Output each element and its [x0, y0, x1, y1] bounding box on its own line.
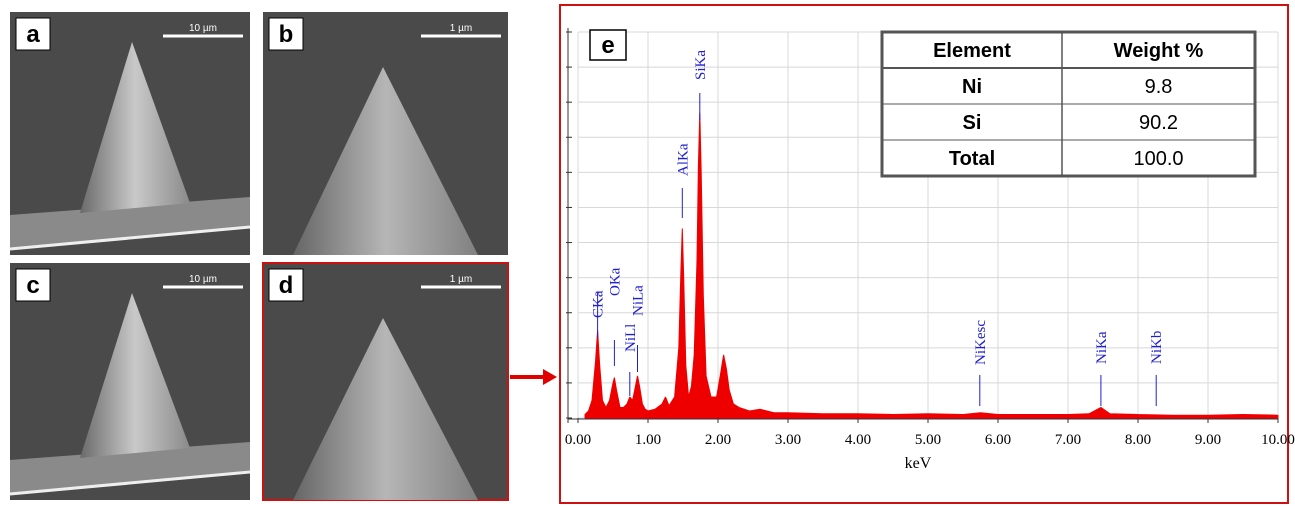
table-cell: 9.8 [1145, 76, 1173, 98]
table-cell: Total [949, 148, 995, 170]
sem-base [10, 197, 250, 249]
x-tick-label: 9.00 [1195, 432, 1221, 448]
sem-edge [9, 470, 251, 496]
panel-label-box [268, 17, 304, 51]
peak-label: NiLa [631, 285, 647, 316]
scale-bar-label: 1 µm [450, 23, 472, 34]
peak-label: NiKb [1149, 331, 1165, 364]
scale-bar-label: 10 µm [189, 23, 217, 34]
peak-label: SiKa [693, 50, 709, 80]
x-tick-label: 5.00 [915, 432, 941, 448]
x-tick-label: 4.00 [845, 432, 871, 448]
scale-bar-label: 10 µm [189, 274, 217, 285]
table-cell: Ni [962, 76, 982, 98]
table-cell: 90.2 [1139, 112, 1178, 134]
panel-label: d [279, 272, 294, 299]
x-tick-label: 6.00 [985, 432, 1011, 448]
x-tick-label: 10.00 [1261, 432, 1295, 448]
table-cell: Si [963, 112, 982, 134]
peak-label: AlKa [675, 143, 691, 176]
x-tick-label: 3.00 [775, 432, 801, 448]
panel-label: a [26, 21, 40, 48]
sem-tip [80, 42, 190, 213]
x-axis-label: keV [905, 455, 932, 472]
x-tick-label: 2.00 [705, 432, 731, 448]
table-cell: 100.0 [1133, 148, 1183, 170]
panel-label-box [589, 29, 627, 61]
x-tick-label: 7.00 [1055, 432, 1081, 448]
sem-tip [80, 293, 190, 458]
table-header: Element [933, 40, 1011, 62]
table-header: Weight % [1114, 40, 1204, 62]
panel-label-box [268, 268, 304, 302]
sem-edge [9, 225, 251, 251]
x-tick-label: 1.00 [635, 432, 661, 448]
panel-label-box [15, 17, 51, 51]
peak-label: NiKa [1094, 331, 1110, 364]
peak-label: CKa [591, 290, 607, 318]
scale-bar-label: 1 µm [450, 274, 472, 285]
peak-label: OKa [607, 267, 623, 296]
panel-label: c [26, 272, 39, 299]
panel-label-box [15, 268, 51, 302]
peak-label: NiLl [623, 324, 639, 352]
x-tick-label: 0.00 [565, 432, 591, 448]
panel-label: b [279, 21, 294, 48]
sem-base [10, 442, 250, 494]
peak-label: NiKesc [973, 320, 989, 365]
arrow-head [543, 369, 557, 385]
x-tick-label: 8.00 [1125, 432, 1151, 448]
sem-tip [293, 67, 478, 255]
spectrum [584, 112, 1279, 419]
sem-tip [293, 318, 478, 500]
panel-label: e [601, 32, 614, 59]
